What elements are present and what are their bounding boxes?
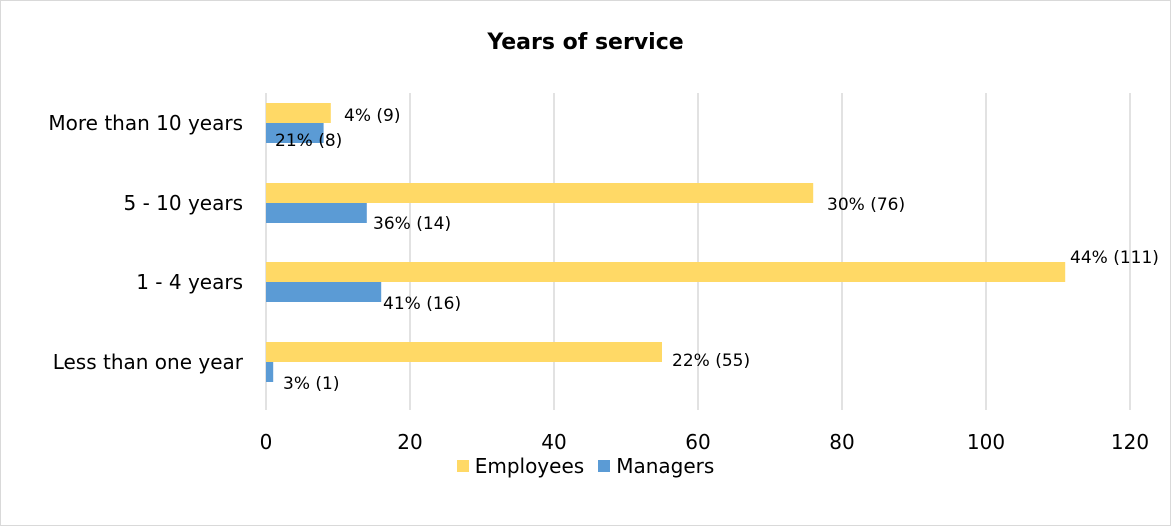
- legend: Employees Managers: [0, 454, 1171, 478]
- x-tick-label-2: 40: [541, 430, 566, 454]
- data-label-employees-0: 4% (9): [344, 106, 400, 126]
- data-label-employees-3: 22% (55): [672, 351, 750, 371]
- x-tick-label-6: 120: [1111, 430, 1149, 454]
- bar-employees-0: [266, 103, 331, 123]
- bar-managers-3: [266, 362, 274, 382]
- x-tick-label-1: 20: [397, 430, 422, 454]
- legend-item-managers: Managers: [598, 454, 714, 478]
- data-label-managers-1: 36% (14): [373, 214, 451, 234]
- category-label-1: 5 - 10 years: [123, 191, 243, 215]
- data-label-employees-2: 44% (111): [1070, 248, 1159, 268]
- category-label-2: 1 - 4 years: [136, 270, 243, 294]
- legend-swatch-managers: [598, 460, 611, 472]
- x-tick-label-0: 0: [260, 430, 273, 454]
- chart-title: Years of service: [487, 30, 684, 55]
- legend-label-employees: Employees: [474, 454, 585, 478]
- x-tick-label-4: 80: [829, 430, 854, 454]
- category-label-3: Less than one year: [53, 350, 244, 374]
- bar-managers-2: [266, 282, 382, 302]
- category-label-0: More than 10 years: [48, 111, 243, 135]
- legend-item-employees: Employees: [456, 454, 585, 478]
- bar-employees-3: [266, 342, 662, 362]
- legend-label-managers: Managers: [616, 454, 715, 478]
- data-label-managers-0: 21% (8): [275, 131, 342, 151]
- data-label-managers-2: 41% (16): [383, 294, 461, 314]
- x-tick-label-3: 60: [685, 430, 710, 454]
- bar-managers-0: [266, 123, 324, 143]
- x-tick-label-5: 100: [967, 430, 1005, 454]
- bar-managers-1: [266, 203, 367, 223]
- data-label-employees-1: 30% (76): [827, 195, 905, 215]
- data-label-managers-3: 3% (1): [283, 374, 339, 394]
- legend-swatch-employees: [456, 460, 469, 472]
- bar-employees-1: [266, 183, 814, 203]
- bar-employees-2: [266, 262, 1066, 282]
